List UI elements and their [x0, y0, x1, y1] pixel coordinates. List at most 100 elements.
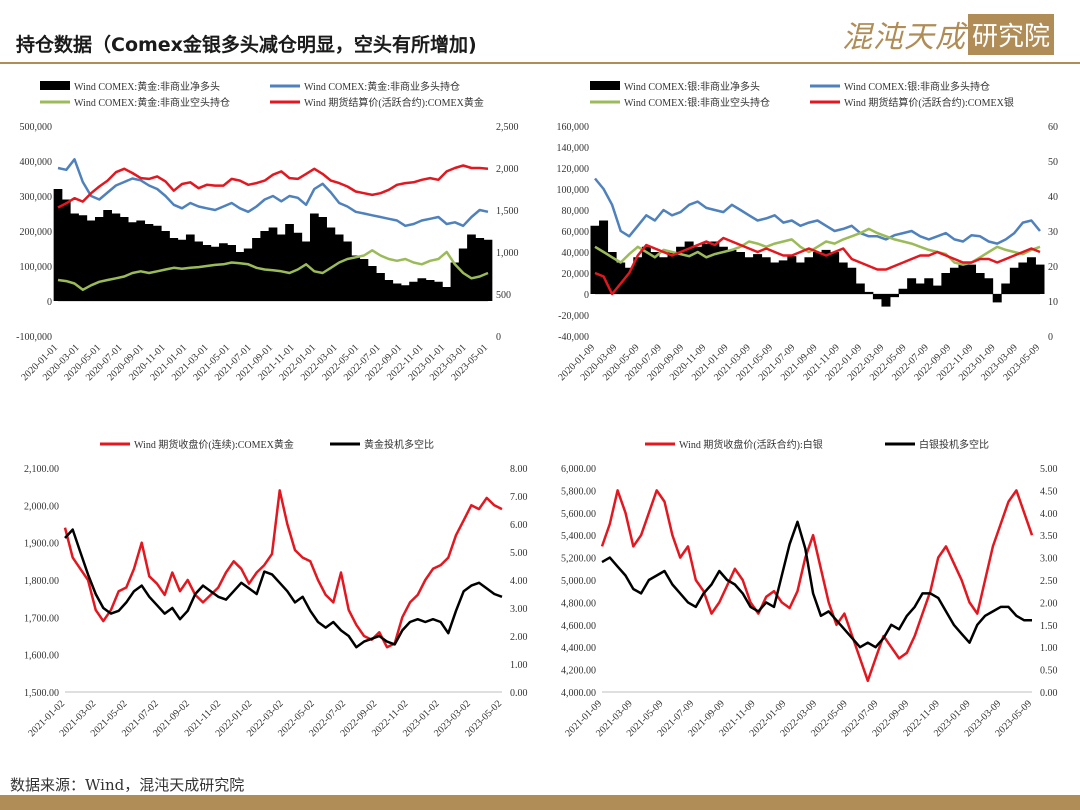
bar — [949, 267, 959, 294]
bar — [616, 262, 626, 294]
legend-label: 白银投机多空比 — [919, 438, 989, 451]
source-note: 数据来源：Wind，混沌天成研究院 — [10, 776, 245, 794]
y-tick-left: 0 — [584, 290, 589, 301]
legend-label: Wind COMEX:银:非商业净多头 — [624, 80, 760, 93]
series-line — [600, 489, 1034, 683]
bar — [599, 220, 609, 294]
bar — [276, 234, 286, 301]
series-line — [63, 489, 503, 649]
y-tick-left: 0 — [47, 297, 52, 308]
y-tick-right: 2.00 — [1040, 598, 1058, 609]
bar — [770, 262, 780, 294]
bar — [268, 227, 278, 301]
bar — [975, 273, 985, 294]
series-line — [594, 227, 1041, 266]
bar — [658, 257, 668, 294]
bar — [103, 210, 112, 301]
bar — [830, 252, 840, 294]
bar — [202, 245, 212, 301]
bar — [177, 239, 187, 301]
bar — [243, 248, 253, 301]
y-tick-left: -100,000 — [16, 332, 52, 343]
y-tick-right: 30 — [1048, 227, 1058, 238]
y-tick-right: 0.00 — [510, 688, 528, 699]
bar — [941, 273, 951, 294]
series-line — [594, 177, 1041, 245]
y-tick-right: 5.00 — [1040, 464, 1058, 475]
y-tick-left: 1,900.00 — [24, 539, 59, 550]
bar — [119, 217, 129, 301]
bar — [855, 283, 865, 294]
bar — [219, 243, 228, 301]
y-tick-right: 4.50 — [1040, 486, 1058, 497]
bar — [590, 225, 600, 294]
bar — [343, 241, 352, 301]
header-divider — [0, 62, 1080, 64]
y-tick-right: 3.00 — [1040, 554, 1058, 565]
y-tick-right: 4.00 — [510, 576, 528, 587]
y-tick-right: 1.00 — [510, 660, 528, 671]
logo-text-right: 研究院 — [967, 13, 1054, 55]
bar — [252, 238, 261, 301]
bar — [351, 255, 361, 301]
bar — [633, 257, 643, 294]
bar — [967, 264, 977, 294]
y-tick-right: 2,500 — [496, 122, 519, 133]
bar — [821, 249, 831, 294]
bar — [761, 257, 771, 294]
y-tick-left: 5,400.00 — [561, 531, 596, 542]
y-tick-left: 5,800.00 — [561, 486, 596, 497]
bar — [384, 280, 394, 301]
y-tick-right: 60 — [1048, 122, 1058, 133]
gold-ratio-chart: Wind 期货收盘价(连续):COMEX黄金 黄金投机多空比 1,500.00 1,6… — [24, 438, 528, 739]
legend-label: 黄金投机多空比 — [364, 438, 434, 451]
bar — [309, 213, 319, 301]
series-line — [57, 164, 489, 209]
bar — [285, 224, 294, 301]
y-tick-left: -40,000 — [558, 332, 589, 343]
bar — [641, 246, 651, 294]
y-tick-left: 5,600.00 — [561, 509, 596, 520]
bar — [847, 267, 857, 294]
bar — [1026, 257, 1036, 294]
y-tick-right: 6.00 — [510, 520, 528, 531]
y-tick-left: 4,200.00 — [561, 666, 596, 677]
bar — [676, 246, 686, 294]
net-long-bars — [53, 189, 493, 301]
y-tick-left: 4,600.00 — [561, 621, 596, 632]
bar — [710, 241, 720, 294]
bar — [86, 220, 96, 301]
bar — [881, 294, 891, 307]
y-tick-left: 140,000 — [557, 143, 590, 154]
legend-swatch — [40, 81, 70, 90]
bar — [161, 231, 170, 301]
y-tick-left: 160,000 — [557, 122, 590, 133]
y-tick-right: 7.00 — [510, 492, 528, 503]
bar — [169, 238, 179, 301]
net-long-bars — [590, 220, 1045, 307]
y-tick-left: 5,200.00 — [561, 554, 596, 565]
y-tick-right: 0.00 — [1040, 688, 1058, 699]
bar — [907, 278, 917, 294]
y-tick-right: 50 — [1048, 157, 1058, 168]
y-tick-left: 5,000.00 — [561, 576, 596, 587]
brand-logo: 混沌天成 研究院 — [842, 13, 1054, 55]
bar — [607, 252, 617, 294]
bar — [434, 281, 443, 301]
y-tick-right: 5.00 — [510, 548, 528, 559]
bar — [442, 287, 452, 301]
y-tick-left: 4,000.00 — [561, 688, 596, 699]
y-tick-left: 500,000 — [20, 122, 53, 133]
y-tick-left: 100,000 — [20, 262, 53, 273]
bar — [136, 220, 146, 301]
legend-swatch — [590, 81, 620, 90]
page-title: 持仓数据（Comex金银多头减仓明显，空头有所增加) — [16, 34, 477, 56]
bar — [650, 252, 660, 294]
y-tick-left: 120,000 — [557, 164, 590, 175]
bar — [872, 294, 882, 300]
y-tick-left: 400,000 — [20, 157, 53, 168]
bar — [727, 249, 737, 294]
bar — [458, 248, 468, 301]
y-tick-right: 2.00 — [510, 632, 528, 643]
y-tick-right: 1,500 — [496, 206, 519, 217]
